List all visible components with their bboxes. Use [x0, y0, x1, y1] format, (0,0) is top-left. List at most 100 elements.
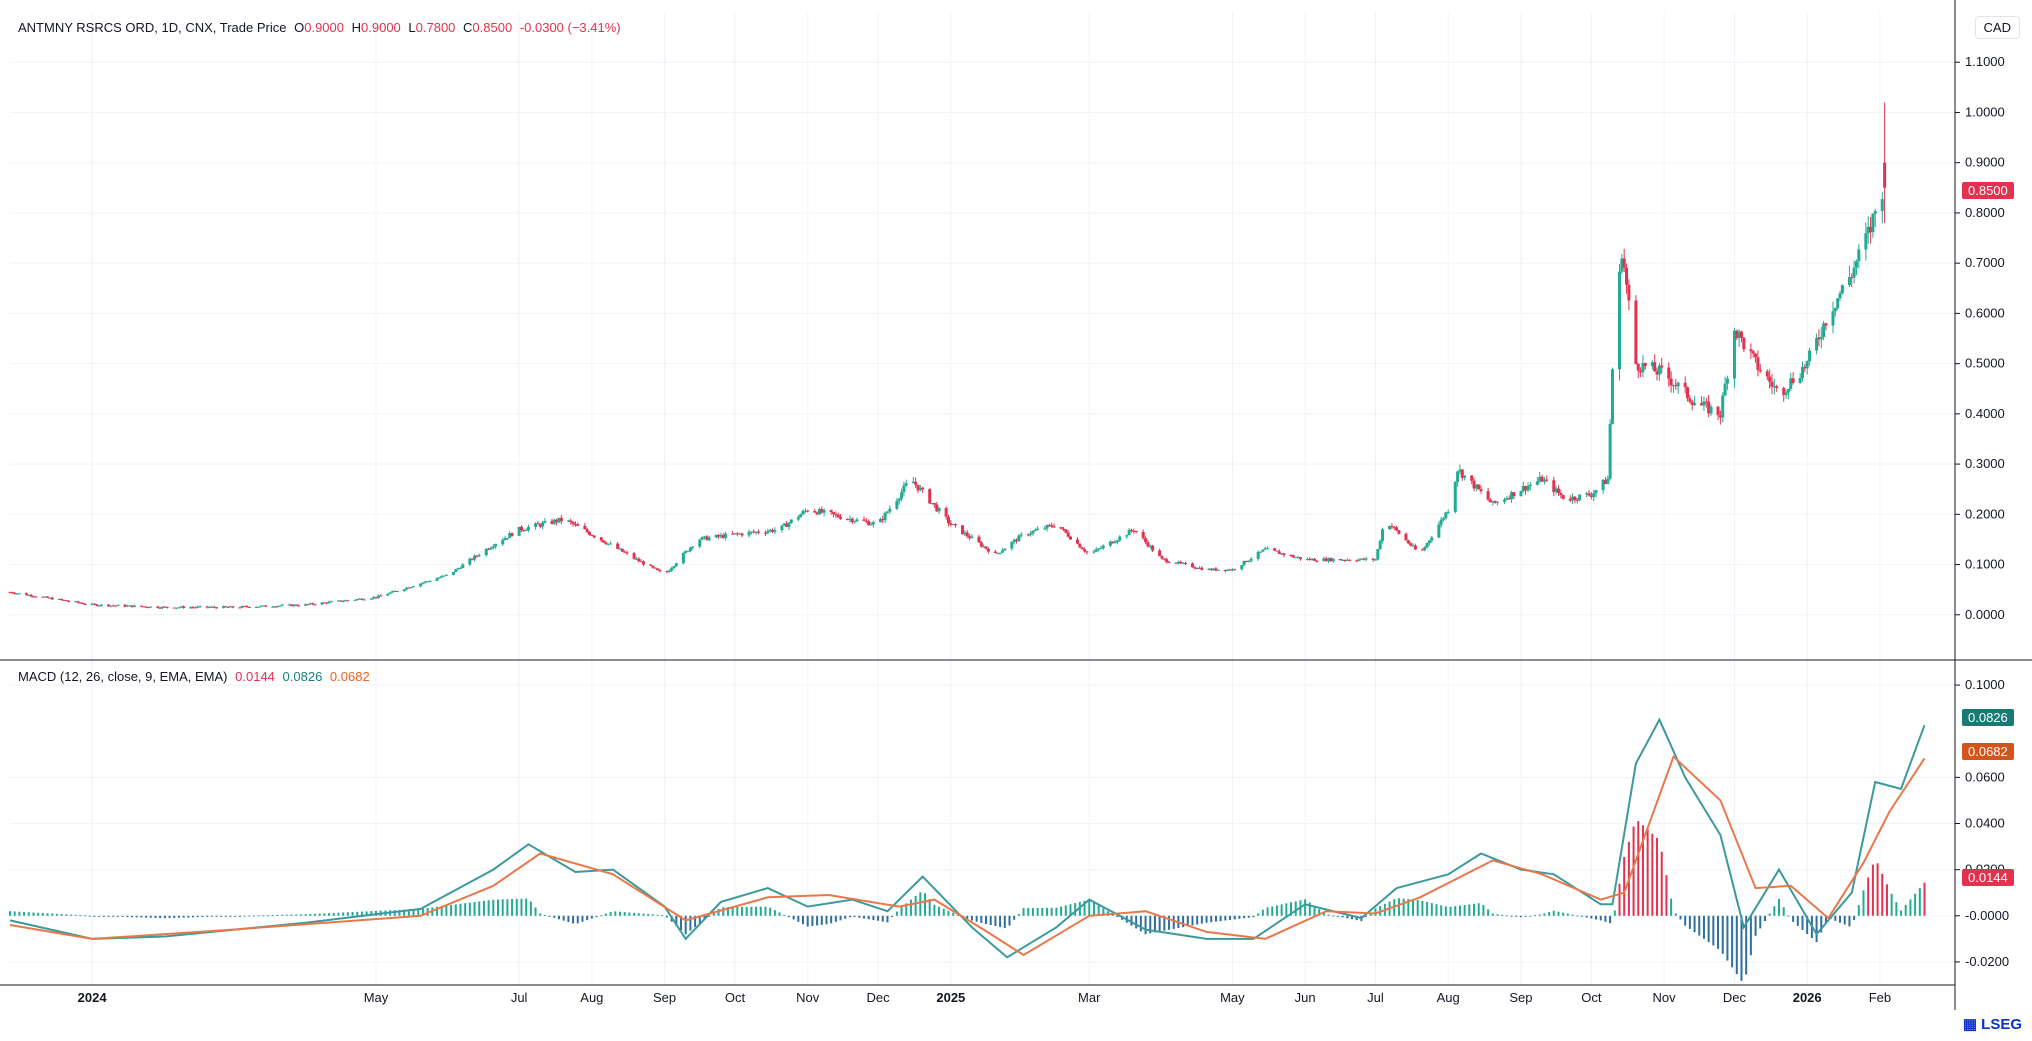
candle-body	[426, 581, 430, 583]
candle-body	[13, 593, 17, 595]
candle-body	[1010, 542, 1014, 549]
candle-body	[768, 529, 772, 532]
candle-body	[1660, 365, 1664, 368]
candle-body	[771, 529, 775, 532]
candle-body	[1083, 549, 1087, 552]
candle-body	[1505, 498, 1509, 500]
candle-body	[146, 607, 150, 609]
candle-body	[238, 607, 242, 609]
candle-body	[60, 598, 64, 600]
macd-hist-bar	[1519, 915, 1522, 918]
candle-body	[1718, 415, 1722, 418]
candle-body	[125, 605, 129, 607]
macd-hist-bar	[675, 915, 678, 926]
candle-body	[419, 583, 423, 587]
macd-hist-bar	[698, 915, 701, 924]
candle-body	[592, 535, 596, 538]
candle-body	[1573, 496, 1577, 500]
candle-body	[1444, 512, 1448, 519]
macd-hist-bar	[1421, 900, 1424, 916]
candle-body	[1390, 526, 1394, 528]
macd-hist-bar	[1275, 905, 1278, 916]
candle-body	[1800, 367, 1804, 378]
candle-body	[588, 532, 592, 535]
candle-body	[1453, 481, 1457, 512]
time-tick-label: May	[364, 990, 389, 1005]
macd-hist-bar	[1717, 915, 1720, 949]
candle-body	[1667, 367, 1671, 379]
candle-body	[1244, 560, 1248, 562]
candle-body	[158, 607, 162, 609]
candle-body	[1758, 369, 1762, 372]
candle-body	[1784, 392, 1788, 395]
candle-body	[937, 508, 941, 512]
macd-hist-bar	[928, 899, 931, 916]
macd-hist-bar	[1163, 915, 1166, 931]
candle-body	[487, 548, 491, 550]
macd-hist-bar	[1092, 902, 1095, 916]
candle-body	[393, 591, 397, 593]
candle-body	[341, 601, 345, 603]
candle-body	[1723, 383, 1727, 396]
candle-body	[1831, 311, 1835, 326]
candle-body	[602, 540, 606, 543]
time-tick-label: Jun	[1295, 990, 1316, 1005]
macd-hist-bar	[1534, 915, 1537, 917]
macd-hist-bar	[1219, 915, 1222, 922]
candle-body	[1033, 530, 1037, 532]
macd-hist-bar	[70, 914, 73, 916]
candle-body	[1603, 479, 1607, 485]
candle-body	[1458, 469, 1462, 472]
candle-body	[1791, 378, 1795, 383]
candle-body	[1068, 536, 1072, 540]
macd-hist-bar	[1294, 901, 1297, 916]
candle-body	[1754, 353, 1758, 358]
macd-hist-bar	[46, 913, 49, 916]
macd-hist-bar	[933, 904, 936, 916]
candle-body	[1132, 530, 1136, 532]
time-tick-label: Oct	[725, 990, 746, 1005]
macd-hist-bar	[1210, 915, 1213, 923]
candle-body	[946, 516, 950, 524]
macd-hist-bar	[586, 915, 589, 921]
macd-hist-bar	[290, 914, 293, 916]
high-value: 0.9000	[361, 20, 401, 35]
candle-body	[1134, 530, 1138, 532]
candle-body	[1378, 541, 1382, 550]
macd-hist-bar	[201, 915, 204, 918]
candle-body	[1373, 559, 1377, 561]
macd-hist-bar	[1618, 883, 1621, 916]
candle-body	[1045, 525, 1049, 529]
macd-hist-bar	[1003, 915, 1006, 929]
macd-hist-bar	[1881, 873, 1884, 916]
candle-body	[780, 525, 784, 531]
candle-body	[1554, 488, 1558, 493]
candle-body	[292, 604, 296, 607]
candle-body	[986, 548, 990, 552]
candle-body	[412, 586, 416, 588]
candle-body	[1193, 567, 1197, 569]
candle-body	[984, 546, 988, 549]
currency-button[interactable]: CAD	[1974, 16, 2020, 39]
macd-hist-bar	[1322, 912, 1325, 916]
signal-tag: 0.0682	[1962, 743, 2014, 760]
candle-body	[395, 591, 399, 593]
candle-body	[738, 533, 742, 535]
candle-body	[1003, 548, 1007, 551]
macd-hist-bar	[229, 915, 232, 917]
candle-body	[1226, 569, 1230, 571]
candle-body	[1552, 480, 1556, 493]
macd-hist-bar	[1336, 915, 1339, 917]
candle-body	[327, 601, 331, 604]
candle-body	[161, 606, 165, 609]
candle-body	[902, 485, 906, 493]
candle-body	[1479, 489, 1483, 492]
candle-body	[505, 537, 509, 539]
candle-body	[329, 601, 333, 603]
candle-body	[918, 487, 922, 491]
macd-hist-bar	[126, 915, 129, 917]
macd-hist-bar	[1412, 899, 1415, 916]
macd-hist-bar	[262, 915, 265, 917]
macd-hist-bar	[1149, 915, 1152, 934]
